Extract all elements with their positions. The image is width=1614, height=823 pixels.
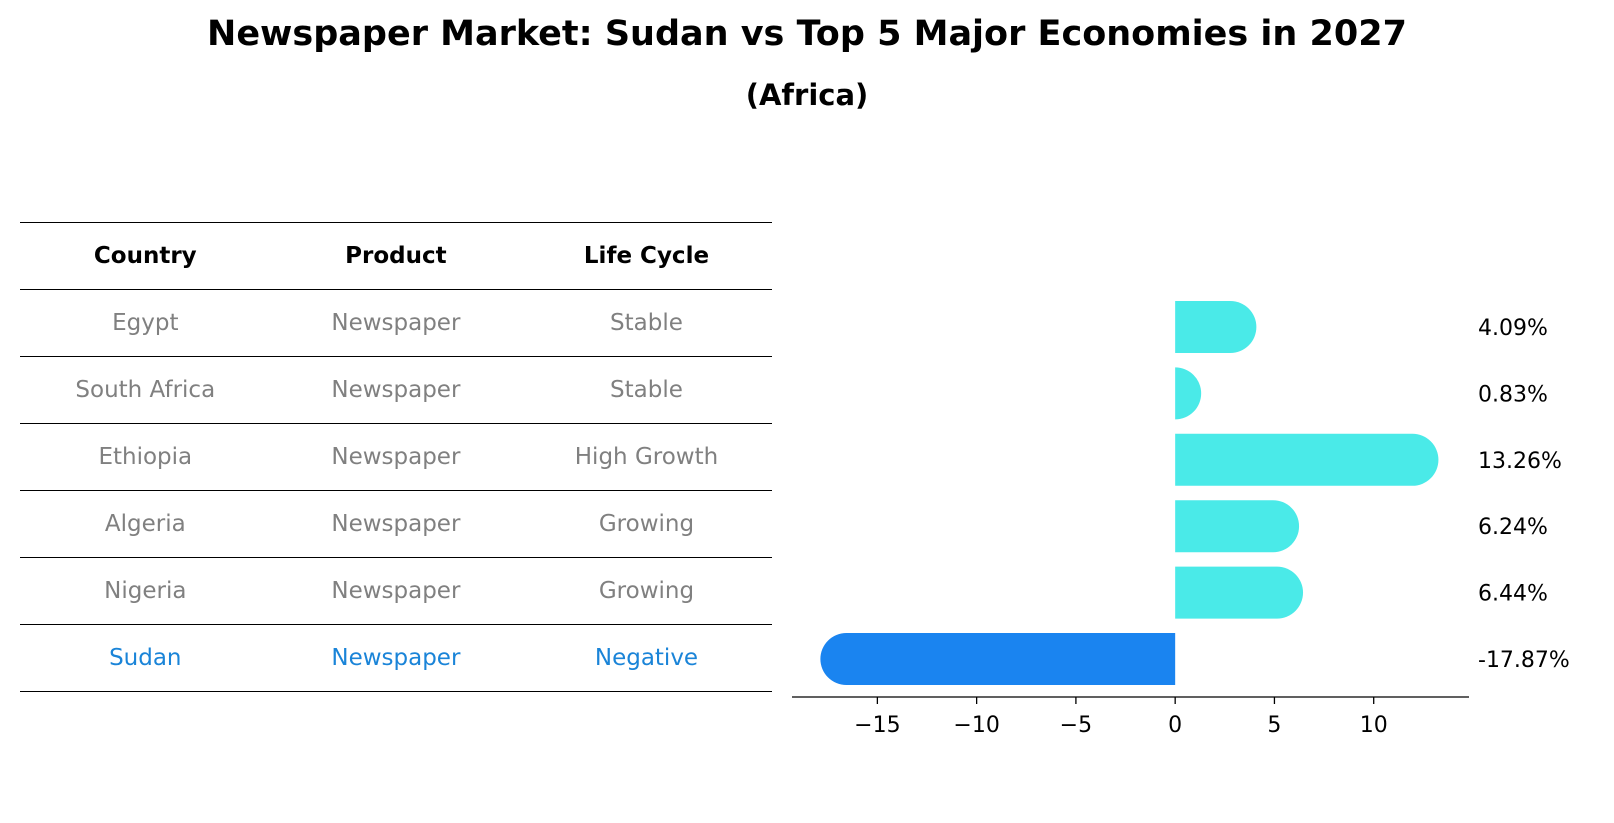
header-country: Country (93, 243, 197, 269)
product-cell: Newspaper (331, 511, 461, 537)
value-label: 0.83% (1478, 382, 1548, 407)
table-row: Egypt Newspaper Stable (20, 290, 772, 357)
value-label: 6.24% (1478, 515, 1548, 540)
chart-subtitle: (Africa) (745, 78, 869, 112)
country-cell: Ethiopia (98, 444, 193, 470)
bar-egypt (1175, 301, 1257, 353)
header-life-cycle: Life Cycle (583, 243, 710, 269)
life-cycle-cell: High Growth (574, 444, 719, 470)
product-cell: Newspaper (331, 377, 461, 403)
x-tick-label: −10 (953, 713, 999, 738)
data-table: Country Product Life Cycle Egypt Newspap… (20, 222, 772, 692)
product-cell: Newspaper (331, 645, 461, 671)
life-cycle-cell: Stable (610, 310, 683, 336)
table-row: Nigeria Newspaper Growing (20, 558, 772, 625)
value-label: 6.44% (1478, 582, 1548, 607)
bar-south-africa (1175, 367, 1202, 420)
x-tick-label: 10 (1360, 713, 1388, 738)
x-tick-label: 5 (1267, 713, 1281, 738)
x-tick-label: −5 (1060, 713, 1092, 738)
table-header-row: Country Product Life Cycle (20, 222, 772, 290)
product-cell: Newspaper (331, 578, 461, 604)
product-cell: Newspaper (331, 310, 461, 336)
product-cell: Newspaper (331, 444, 461, 470)
x-tick-label: −15 (854, 713, 900, 738)
table-row: Ethiopia Newspaper High Growth (20, 424, 772, 491)
country-cell: Algeria (104, 511, 186, 537)
bar-nigeria (1175, 566, 1304, 619)
x-tick-label: 0 (1168, 713, 1182, 738)
life-cycle-cell: Growing (598, 511, 695, 537)
life-cycle-cell: Stable (610, 377, 683, 403)
bar-ethiopia (1175, 433, 1439, 486)
life-cycle-cell: Negative (594, 645, 699, 671)
value-label: -17.87% (1478, 648, 1570, 673)
table-row: Algeria Newspaper Growing (20, 491, 772, 558)
country-cell: Nigeria (104, 578, 187, 604)
table-row: South Africa Newspaper Stable (20, 357, 772, 424)
table-row-highlighted: Sudan Newspaper Negative (20, 625, 772, 692)
chart-title: Newspaper Market: Sudan vs Top 5 Major E… (207, 14, 1407, 54)
value-label: 13.26% (1478, 449, 1562, 474)
bar-algeria (1175, 500, 1300, 553)
life-cycle-cell: Growing (598, 578, 695, 604)
bar-sudan (820, 633, 1176, 685)
country-cell: Egypt (112, 310, 179, 336)
value-label: 4.09% (1478, 316, 1548, 341)
header-product: Product (345, 243, 447, 269)
country-cell: Sudan (109, 645, 182, 671)
country-cell: South Africa (75, 377, 216, 403)
